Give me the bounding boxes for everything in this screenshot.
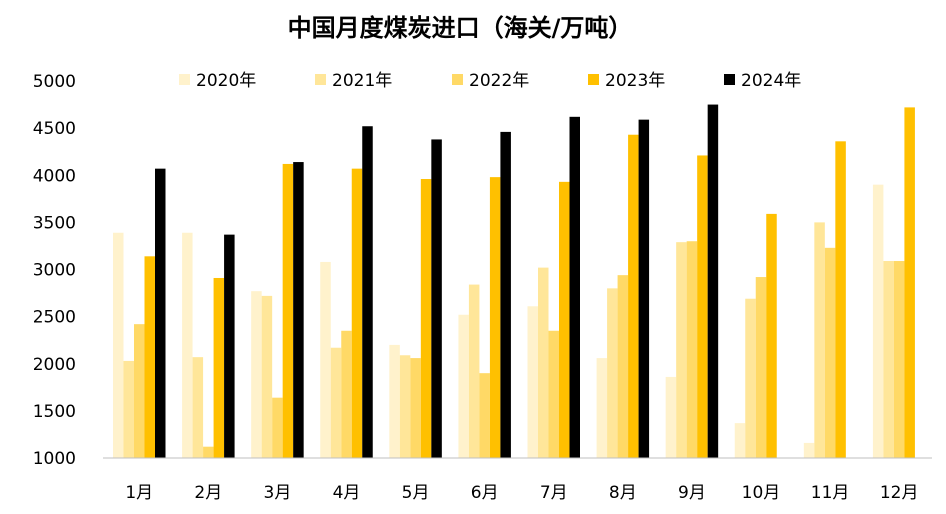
bar-2021年-12月 [883, 261, 894, 458]
legend-swatch [315, 74, 326, 85]
y-tick-label: 2500 [33, 308, 76, 328]
bar-2021年-6月 [468, 284, 480, 458]
legend-swatch [452, 74, 463, 85]
legend-label: 2024年 [741, 71, 801, 91]
bar-2021年-1月 [123, 360, 134, 458]
bar-2020年-12月 [872, 184, 884, 459]
bar-2022年-11月 [824, 247, 836, 458]
bar-2023年-2月 [213, 277, 225, 458]
bar-2020年-9月 [665, 376, 677, 458]
legend-label: 2022年 [469, 71, 529, 91]
bar-2023年-4月 [351, 168, 363, 458]
bar-2024年-1月 [155, 168, 166, 458]
bar-2024年-8月 [638, 119, 650, 458]
bar-2022年-1月 [134, 324, 145, 458]
bar-2024年-4月 [362, 126, 373, 459]
x-tick-label: 1月 [125, 483, 153, 503]
legend-item: 2020年 [179, 71, 256, 91]
bar-2024年-5月 [431, 139, 442, 458]
legend-swatch [724, 74, 735, 85]
bar-2021年-4月 [330, 347, 342, 458]
y-tick-label: 3000 [33, 261, 76, 281]
bar-2022年-5月 [410, 358, 421, 458]
bar-2020年-2月 [182, 232, 193, 458]
bar-2023年-6月 [489, 177, 501, 458]
bar-2023年-10月 [766, 213, 777, 458]
bar-2024年-6月 [500, 131, 511, 458]
bar-2020年-6月 [458, 314, 469, 458]
legend-label: 2021年 [332, 71, 392, 91]
y-tick-label: 2000 [33, 355, 76, 375]
y-tick-label: 4500 [33, 119, 76, 139]
x-axis: 1月 2月 3月 4月 5月 6月 7月 8月 9月 10月 11月 12月 [125, 483, 918, 503]
x-tick-label: 5月 [402, 483, 430, 503]
x-tick-label: 7月 [540, 483, 568, 503]
bar-2020年-5月 [389, 344, 400, 458]
y-axis: 5000 4500 4000 3500 3000 2500 2000 1500 1000 [33, 72, 76, 469]
legend-item: 2021年 [315, 71, 392, 91]
bar-2020年-10月 [734, 423, 746, 458]
x-tick-label: 3月 [264, 483, 292, 503]
legend-item: 2024年 [724, 71, 801, 91]
legend-item: 2022年 [452, 71, 529, 91]
bar-2022年-12月 [893, 261, 905, 458]
y-tick-label: 5000 [33, 72, 76, 92]
bar-2021年-2月 [192, 357, 204, 458]
bar-2021年-5月 [399, 355, 411, 458]
bar-2023年-9月 [697, 155, 708, 458]
bar-2022年-10月 [755, 277, 767, 458]
legend-swatch [179, 74, 190, 85]
bar-2021年-11月 [814, 222, 825, 458]
bar-2024年-3月 [293, 162, 304, 458]
bar-2021年-3月 [261, 295, 273, 458]
bar-2021年-9月 [676, 242, 687, 458]
bar-2023年-5月 [420, 179, 432, 458]
bar-2020年-8月 [596, 358, 608, 458]
bar-2024年-2月 [224, 234, 235, 458]
x-tick-label: 11月 [811, 483, 850, 503]
x-tick-label: 4月 [333, 483, 361, 503]
bar-2023年-8月 [628, 134, 639, 458]
x-tick-label: 12月 [880, 483, 919, 503]
bar-2022年-2月 [203, 446, 214, 458]
bar-2022年-9月 [686, 241, 698, 458]
bar-2022年-7月 [548, 330, 559, 458]
x-tick-label: 8月 [609, 483, 637, 503]
y-tick-label: 3500 [33, 213, 76, 233]
bar-2022年-3月 [272, 397, 283, 458]
bars [113, 104, 915, 459]
bar-2024年-7月 [569, 116, 580, 458]
y-tick-label: 4000 [33, 166, 76, 186]
bar-2021年-10月 [745, 298, 756, 458]
x-tick-label: 6月 [471, 483, 499, 503]
bar-2020年-7月 [527, 306, 538, 458]
bar-2022年-6月 [479, 373, 490, 458]
bar-2023年-11月 [835, 141, 846, 458]
bar-2023年-3月 [282, 163, 294, 458]
x-tick-label: 9月 [678, 483, 706, 503]
bar-2023年-1月 [144, 256, 155, 458]
y-tick-label: 1000 [33, 449, 76, 469]
bar-2023年-12月 [904, 107, 915, 458]
bar-2020年-1月 [113, 232, 124, 458]
bar-2021年-8月 [607, 288, 618, 458]
bar-2022年-4月 [341, 330, 352, 458]
x-tick-label: 10月 [742, 483, 781, 503]
bar-2022年-8月 [617, 275, 629, 458]
x-tick-label: 2月 [194, 483, 222, 503]
bar-2021年-7月 [538, 267, 549, 458]
legend-swatch [588, 74, 599, 85]
y-tick-label: 1500 [33, 402, 76, 422]
bar-2024年-9月 [707, 104, 719, 458]
chart-title: 中国月度煤炭进口（海关/万吨） [288, 14, 633, 42]
legend-item: 2023年 [588, 71, 665, 91]
legend: 2020年 2021年 2022年 2023年 2024年 [179, 71, 801, 91]
bar-2020年-11月 [803, 442, 815, 458]
legend-label: 2020年 [196, 71, 256, 91]
bar-2020年-4月 [320, 261, 331, 458]
bar-2020年-3月 [251, 291, 262, 458]
legend-label: 2023年 [605, 71, 665, 91]
bar-2023年-7月 [559, 181, 570, 458]
